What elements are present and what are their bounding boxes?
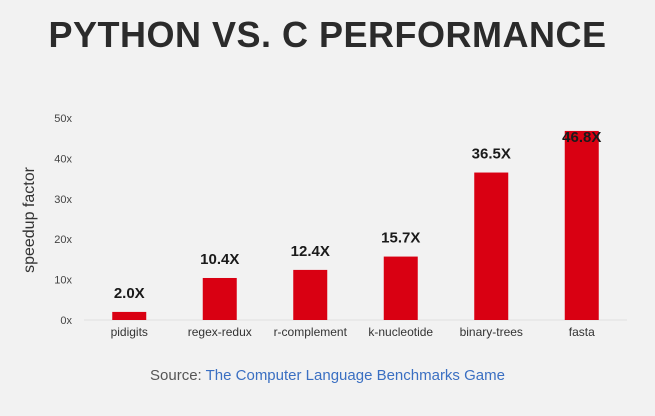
source-line: Source: The Computer Language Benchmarks… — [0, 367, 655, 384]
y-tick-label: 40x — [54, 153, 72, 165]
chart-title: PYTHON VS. C PERFORMANCE — [48, 14, 607, 55]
x-tick-label: fasta — [569, 325, 595, 339]
y-tick-label: 30x — [54, 194, 72, 206]
y-tick-label: 10x — [54, 275, 72, 287]
y-tick-label: 0x — [60, 315, 72, 327]
x-tick-label: r-complement — [274, 325, 348, 339]
source-link[interactable]: The Computer Language Benchmarks Game — [205, 367, 505, 384]
y-axis-label: speedup factor — [21, 166, 38, 273]
data-label: 46.8X — [562, 129, 601, 146]
y-tick-label: 20x — [54, 234, 72, 246]
x-axis-ticks: pidigits regex-redux r-complement k-nucleot… — [111, 325, 596, 339]
x-tick-label: regex-redux — [188, 325, 252, 339]
source-prefix: Source: — [150, 367, 206, 384]
data-label: 15.7X — [381, 230, 420, 247]
bar — [564, 130, 599, 320]
data-label: 36.5X — [472, 146, 511, 163]
bar — [202, 277, 237, 320]
data-labels-group: 2.0X 10.4X 12.4X 15.7X 36.5X 46.8X — [114, 129, 602, 302]
bar — [112, 311, 147, 320]
x-tick-label: k-nucleotide — [368, 325, 433, 339]
y-tick-label: 50x — [54, 113, 72, 125]
y-axis-ticks: 0x 10x 20x 30x 40x 50x — [54, 113, 72, 327]
x-tick-label: binary-trees — [460, 325, 523, 339]
bar — [474, 172, 509, 320]
x-tick-label: pidigits — [111, 325, 148, 339]
bar — [383, 256, 418, 320]
bar — [293, 269, 328, 320]
data-label: 2.0X — [114, 285, 145, 302]
bars-group — [112, 130, 599, 320]
data-label: 12.4X — [291, 243, 330, 260]
data-label: 10.4X — [200, 251, 239, 268]
